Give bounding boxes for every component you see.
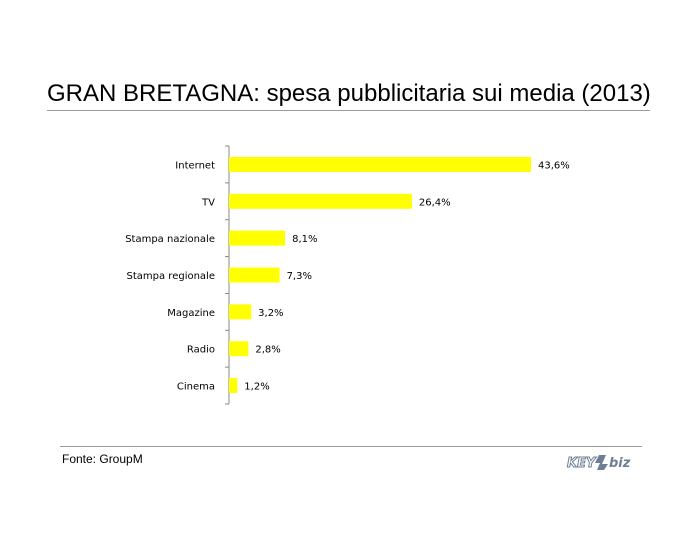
bar-0	[229, 156, 531, 172]
source-note: Fonte: GroupM	[62, 452, 143, 466]
category-label: Cinema	[177, 382, 215, 393]
data-label: 43,6%	[538, 160, 570, 171]
title-divider	[47, 110, 650, 111]
bar-6	[229, 378, 238, 394]
data-label: 26,4%	[419, 197, 451, 208]
data-label: 2,8%	[255, 345, 280, 356]
footer-divider	[60, 446, 642, 447]
bar-2	[229, 230, 286, 246]
bar-5	[229, 341, 249, 357]
svg-text:KEY: KEY	[567, 456, 597, 471]
chart-title: GRAN BRETAGNA: spesa pubblicitaria sui m…	[47, 80, 651, 107]
category-label: Internet	[175, 160, 215, 171]
data-label: 3,2%	[258, 308, 283, 319]
category-label: TV	[201, 197, 215, 208]
category-label: Radio	[187, 345, 215, 356]
bar-1	[229, 193, 412, 209]
category-label: Stampa regionale	[127, 271, 215, 282]
category-label: Stampa nazionale	[125, 234, 215, 245]
bar-4	[229, 304, 252, 320]
svg-text:biz: biz	[609, 456, 631, 471]
category-label: Magazine	[167, 308, 215, 319]
data-label: 8,1%	[292, 234, 317, 245]
data-label: 7,3%	[287, 271, 312, 282]
key4biz-logo: KEY biz	[567, 455, 631, 472]
data-label: 1,2%	[244, 382, 269, 393]
bar-3	[229, 267, 280, 283]
